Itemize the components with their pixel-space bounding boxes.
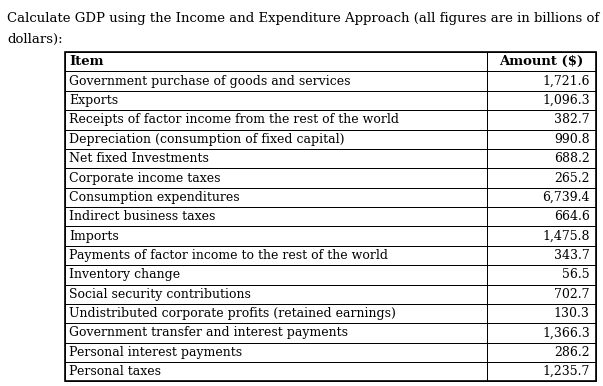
Text: 664.6: 664.6 [554,210,590,223]
Text: 1,366.3: 1,366.3 [542,327,590,339]
Bar [487,71,596,91]
Bar [487,168,596,188]
Text: Personal taxes: Personal taxes [69,365,162,378]
Text: 1,475.8: 1,475.8 [542,230,590,243]
Text: Item: Item [69,55,104,68]
Bar [487,284,596,304]
Bar [65,168,487,188]
Bar [65,207,487,227]
Text: 343.7: 343.7 [554,249,590,262]
Text: 990.8: 990.8 [554,133,590,146]
Bar [487,52,596,71]
Text: Personal interest payments: Personal interest payments [69,346,242,359]
Bar [487,130,596,149]
Text: Receipts of factor income from the rest of the world: Receipts of factor income from the rest … [69,113,399,126]
Text: Social security contributions: Social security contributions [69,288,251,301]
Text: 130.3: 130.3 [554,307,590,320]
Text: 1,235.7: 1,235.7 [542,365,590,378]
Bar [487,362,596,381]
Text: 6,739.4: 6,739.4 [542,191,590,204]
Text: 1,721.6: 1,721.6 [542,74,590,88]
Bar [487,227,596,246]
Bar [65,91,487,110]
Bar [487,343,596,362]
Bar [487,246,596,265]
Text: Exports: Exports [69,94,118,107]
Text: Net fixed Investments: Net fixed Investments [69,152,209,165]
Text: 56.5: 56.5 [562,268,590,281]
Bar [65,71,487,91]
Text: 265.2: 265.2 [554,171,590,185]
Bar [65,304,487,323]
Bar [65,149,487,168]
Text: Government transfer and interest payments: Government transfer and interest payment… [69,327,349,339]
Text: Government purchase of goods and services: Government purchase of goods and service… [69,74,351,88]
Bar [65,362,487,381]
Bar [65,188,487,207]
Bar [487,91,596,110]
Bar [487,149,596,168]
Text: Amount ($): Amount ($) [499,55,584,68]
Text: Calculate GDP using the Income and Expenditure Approach (all figures are in bill: Calculate GDP using the Income and Expen… [7,12,599,25]
Bar [487,207,596,227]
Text: Payments of factor income to the rest of the world: Payments of factor income to the rest of… [69,249,388,262]
Bar [65,227,487,246]
Text: Consumption expenditures: Consumption expenditures [69,191,240,204]
Text: Indirect business taxes: Indirect business taxes [69,210,216,223]
Bar [65,52,487,71]
Bar [487,323,596,343]
Bar [65,284,487,304]
Text: Depreciation (consumption of fixed capital): Depreciation (consumption of fixed capit… [69,133,345,146]
Text: 702.7: 702.7 [554,288,590,301]
Bar [487,110,596,130]
Bar [487,188,596,207]
Bar [65,52,596,381]
Text: 1,096.3: 1,096.3 [542,94,590,107]
Bar [487,304,596,323]
Text: 688.2: 688.2 [554,152,590,165]
Text: Undistributed corporate profits (retained earnings): Undistributed corporate profits (retaine… [69,307,396,320]
Bar [65,343,487,362]
Bar [487,265,596,284]
Text: Imports: Imports [69,230,119,243]
Bar [65,323,487,343]
Text: Corporate income taxes: Corporate income taxes [69,171,221,185]
Text: dollars):: dollars): [7,33,63,46]
Bar [65,110,487,130]
Text: 286.2: 286.2 [554,346,590,359]
Bar [65,130,487,149]
Bar [65,265,487,284]
Text: Inventory change: Inventory change [69,268,180,281]
Text: 382.7: 382.7 [554,113,590,126]
Bar [65,246,487,265]
